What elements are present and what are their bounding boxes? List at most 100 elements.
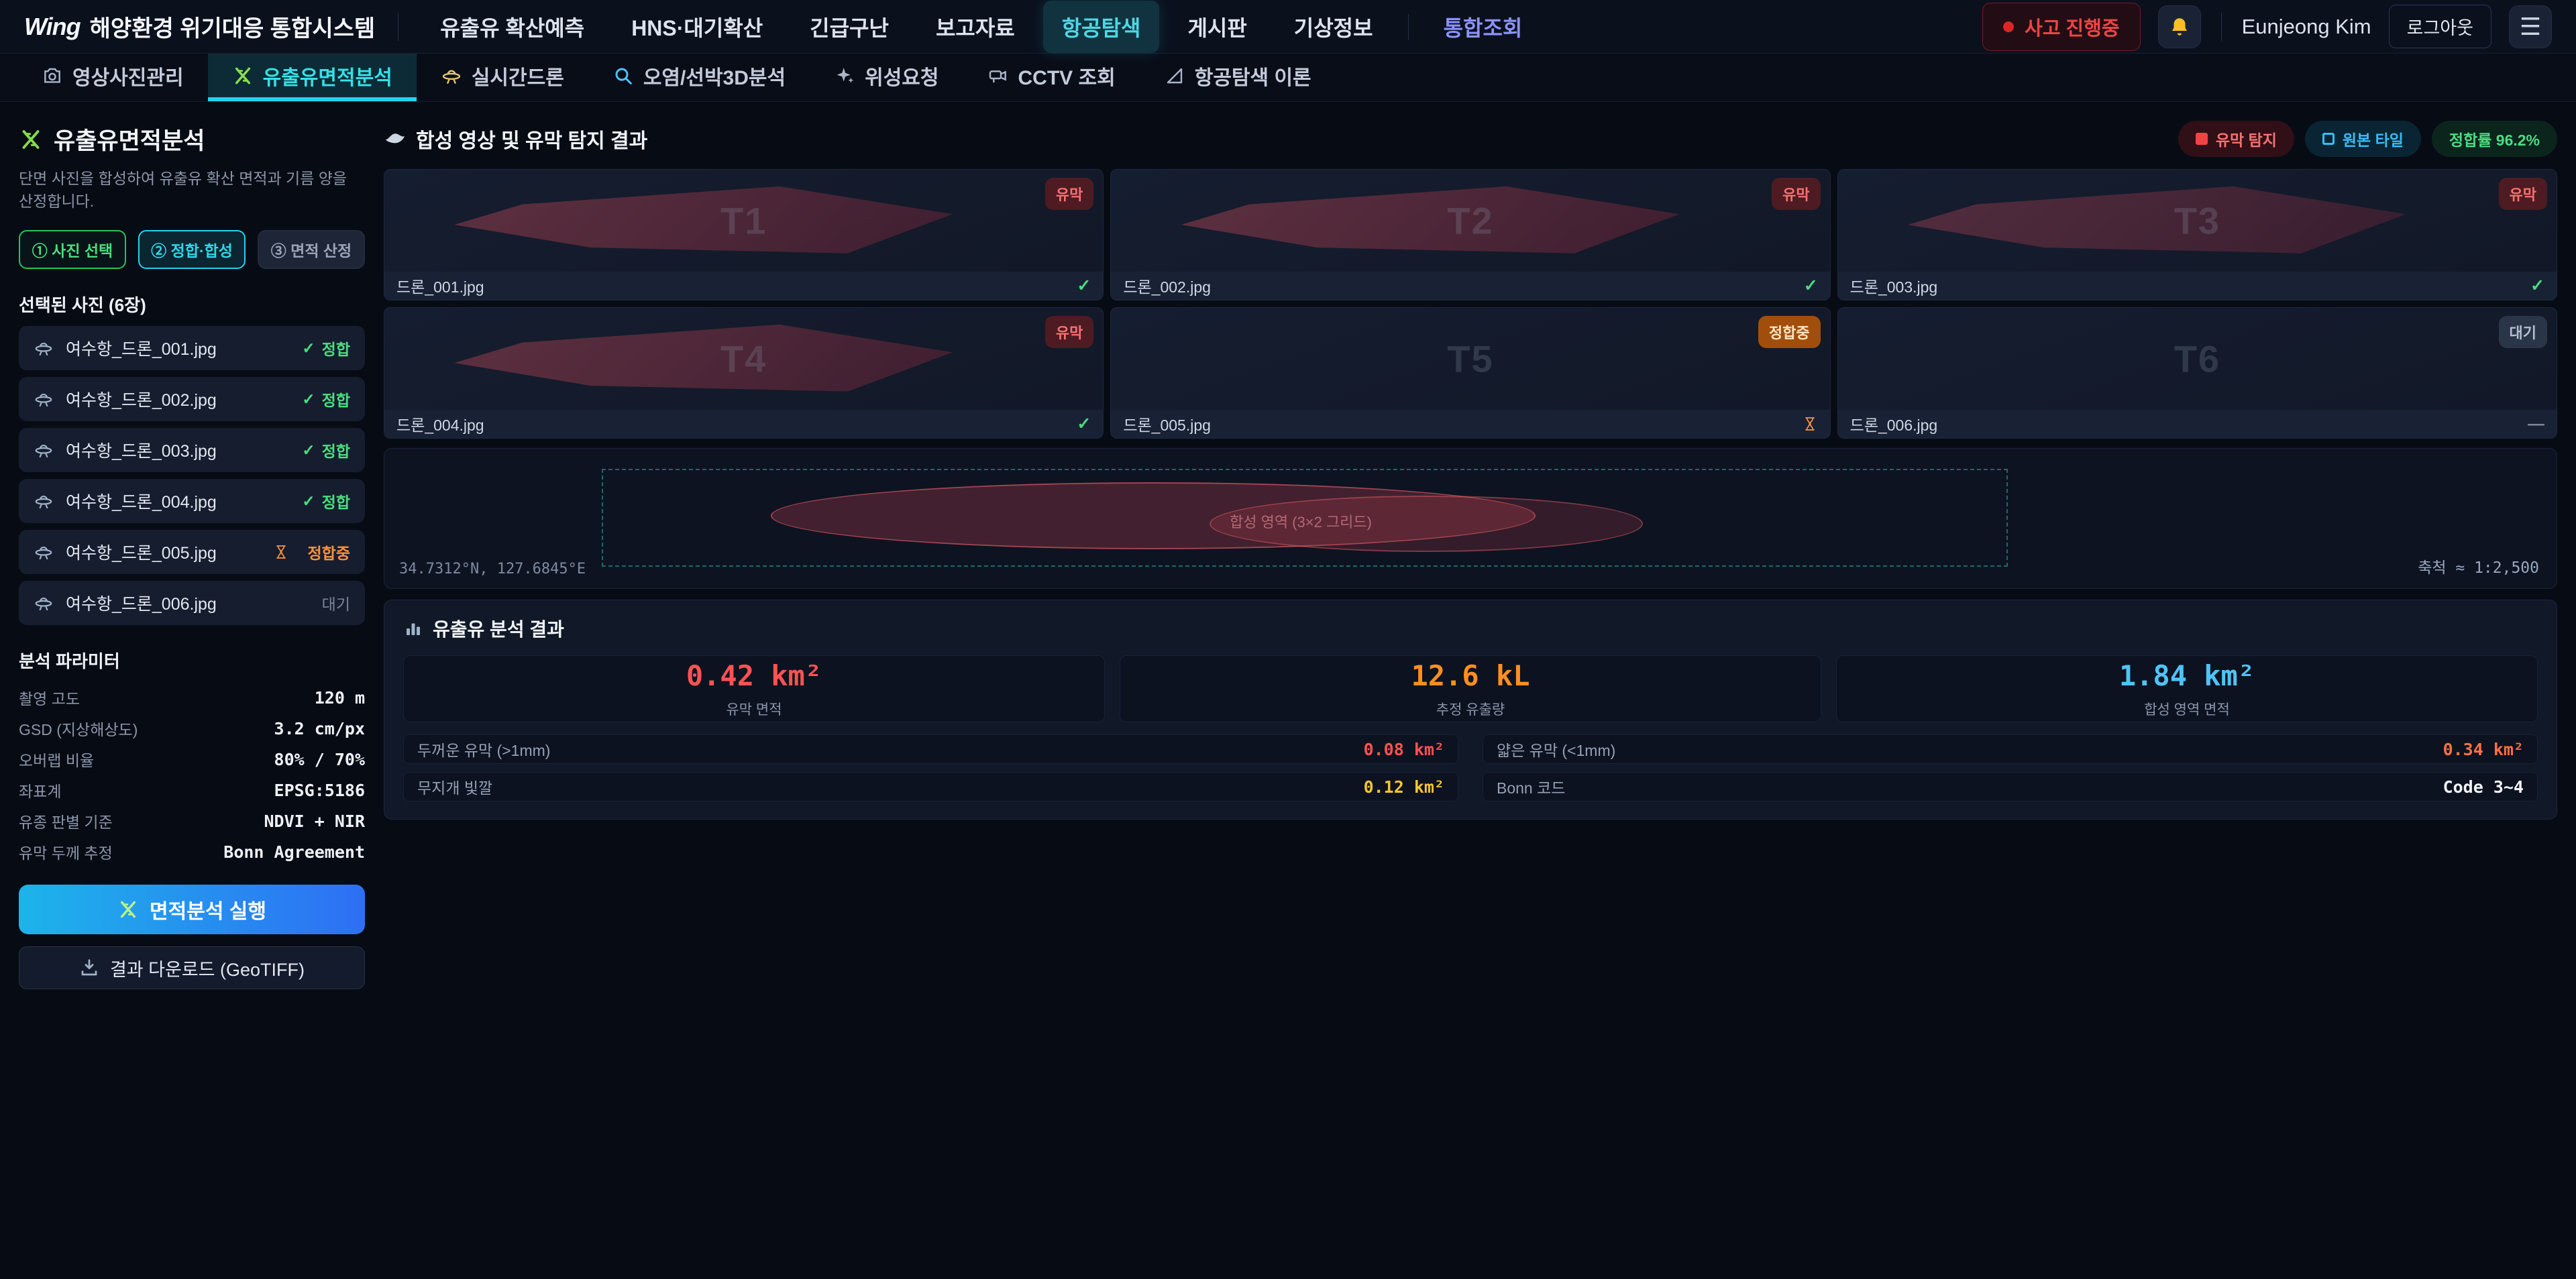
tile-footer: 드론_005.jpg: [1111, 410, 1830, 438]
main-menu: 유출유 확산예측 HNS·대기확산 긴급구난 보고자료 항공탐색 게시판 기상정…: [421, 0, 1541, 53]
photo-list-item[interactable]: 여수항_드론_004.jpg ✓ 정합: [19, 479, 365, 523]
photo-name: 여수항_드론_004.jpg: [66, 493, 217, 512]
check-icon: ✓: [302, 339, 315, 357]
tile-t5[interactable]: T5 정합중 드론_005.jpg: [1110, 307, 1831, 439]
tab-label: 유출유면적분석: [262, 66, 392, 89]
row-label: Bonn 코드: [1497, 779, 1566, 797]
incident-label: 사고 진행중: [2025, 17, 2120, 40]
tile-footer: 드론_001.jpg ✓: [384, 272, 1104, 300]
logout-button[interactable]: 로그아웃: [2388, 5, 2491, 48]
nav-item-integrated-search[interactable]: 통합조회: [1443, 15, 1523, 40]
nav-item-hns[interactable]: HNS·대기확산: [631, 15, 763, 40]
badge-label: 정합률 96.2%: [2449, 131, 2540, 149]
hawk-icon: [384, 127, 407, 150]
dna-icon: [232, 65, 254, 87]
step-stitch[interactable]: ② 정합·합성: [138, 230, 246, 269]
menu-button[interactable]: ☰: [2509, 5, 2552, 48]
legend: 유막 탐지 원본 타일 정합률 96.2%: [2178, 121, 2557, 157]
filled-square-icon: [2195, 133, 2208, 145]
nav-item-board[interactable]: 게시판: [1187, 15, 1247, 40]
run-analysis-button[interactable]: 면적분석 실행: [19, 885, 365, 934]
download-icon: [79, 958, 99, 978]
oil-slick-polygon: [1907, 186, 2406, 254]
legend-oil-detection[interactable]: 유막 탐지: [2178, 121, 2294, 157]
tab-label: CCTV 조회: [1018, 66, 1116, 89]
camera-icon: [42, 65, 63, 87]
tile-id: T3: [2174, 199, 2221, 242]
tile-badge: 정합중: [1758, 316, 1821, 348]
coordinates-readout: 34.7312°N, 127.6845°E: [399, 561, 586, 577]
download-results-button[interactable]: 결과 다운로드 (GeoTIFF): [19, 946, 365, 989]
tile-t1[interactable]: T1 유막 드론_001.jpg ✓: [384, 169, 1104, 300]
check-icon: ✓: [1077, 414, 1091, 433]
cctv-icon: [987, 65, 1009, 87]
results-panel: 유출유 분석 결과 0.42 km² 유막 면적 12.6 kL 추정 유출량 …: [384, 600, 2557, 820]
tile-t2[interactable]: T2 유막 드론_002.jpg ✓: [1110, 169, 1831, 300]
tile-footer: 드론_002.jpg ✓: [1111, 272, 1830, 300]
tab-satellite-request[interactable]: 위성요청: [810, 54, 963, 101]
composite-area-label: 합성 영역 (3×2 그리드): [1230, 514, 1372, 531]
row-label: 얇은 유막 (<1mm): [1497, 742, 1616, 759]
photo-status: ✓ 정합: [302, 490, 350, 512]
nav-item-aerial-search[interactable]: 항공탐색: [1042, 0, 1160, 53]
tile-badge: 유막: [1044, 178, 1094, 210]
topnav-right: 사고 진행중 Eunjeong Kim 로그아웃 ☰: [1982, 2, 2552, 51]
nav-item-weather[interactable]: 기상정보: [1293, 15, 1373, 40]
tab-aerial-theory[interactable]: 항공탐색 이론: [1140, 54, 1336, 101]
tab-cctv[interactable]: CCTV 조회: [963, 54, 1140, 101]
notifications-button[interactable]: [2157, 5, 2201, 48]
tile-image: T4 유막: [384, 308, 1104, 410]
tile-image: T6 대기: [1837, 308, 2557, 410]
photo-list-item[interactable]: 여수항_드론_005.jpg 정합중: [19, 530, 365, 574]
content-area: 유출유면적분석 단면 사진을 합성하여 유출유 확산 면적과 기름 양을 산정합…: [0, 102, 2576, 1007]
divider: [2220, 12, 2222, 41]
step-area-calc[interactable]: ③ 면적 산정: [258, 230, 365, 269]
summary-cards: 0.42 km² 유막 면적 12.6 kL 추정 유출량 1.84 km² 합…: [403, 655, 2538, 722]
tab-oil-area-analysis[interactable]: 유출유면적분석: [207, 54, 417, 101]
photo-status: ✓ 정합: [302, 439, 350, 461]
nav-item-spill-forecast[interactable]: 유출유 확산예측: [440, 15, 585, 40]
photo-name: 여수항_드론_002.jpg: [66, 391, 217, 410]
detail-rows: 두꺼운 유막 (>1mm) 0.08 km² 얇은 유막 (<1mm) 0.34…: [403, 734, 2538, 801]
tile-t4[interactable]: T4 유막 드론_004.jpg ✓: [384, 307, 1104, 439]
main-panel: 합성 영상 및 유막 탐지 결과 유막 탐지 원본 타일 정합률 96.2%: [384, 119, 2557, 989]
step-select-photos[interactable]: ① 사진 선택: [19, 230, 126, 269]
photo-list-item[interactable]: 여수항_드론_001.jpg ✓ 정합: [19, 326, 365, 370]
photo-list-item[interactable]: 여수항_드론_003.jpg ✓ 정합: [19, 428, 365, 472]
tile-id: T4: [720, 337, 767, 380]
status-label: 정합: [321, 494, 350, 511]
tile-t6[interactable]: T6 대기 드론_006.jpg —: [1837, 307, 2557, 439]
card-label: 합성 영역 면적: [2144, 702, 2230, 718]
nav-item-rescue[interactable]: 긴급구난: [810, 15, 889, 40]
legend-original-tiles[interactable]: 원본 타일: [2304, 121, 2421, 157]
results-header-row: 유출유 분석 결과: [403, 615, 2538, 642]
nav-item-reports[interactable]: 보고자료: [935, 15, 1015, 40]
photo-name: 여수항_드론_001.jpg: [66, 340, 217, 359]
sidebar-title-row: 유출유면적분석: [19, 122, 365, 156]
card-spill-volume: 12.6 kL 추정 유출량: [1120, 655, 1821, 722]
tab-photo-management[interactable]: 영상사진관리: [17, 54, 208, 101]
param-value: EPSG:5186: [274, 780, 365, 800]
drone-icon: [34, 593, 54, 613]
step-buttons: ① 사진 선택 ② 정합·합성 ③ 면적 산정: [19, 230, 365, 269]
app-title: 해양환경 위기대응 통합시스템: [89, 16, 376, 42]
tile-id: T2: [1447, 199, 1494, 242]
hourglass-icon: [1802, 416, 1818, 432]
drone-icon: [34, 440, 54, 460]
incident-dot-icon: [2003, 21, 2015, 32]
param-label: GSD (지상해상도): [19, 721, 138, 738]
tile-t3[interactable]: T3 유막 드론_003.jpg ✓: [1837, 169, 2557, 300]
oil-slick-polygon: [454, 186, 953, 254]
drone-icon: [34, 542, 54, 562]
tab-realtime-drone[interactable]: 실시간드론: [417, 54, 588, 101]
tab-pollution-3d[interactable]: 오염/선박3D분석: [588, 54, 810, 101]
row-value: 0.34 km²: [2443, 739, 2524, 759]
scale-readout: 축척 ≈ 1:2,500: [2418, 559, 2539, 577]
photo-list-item[interactable]: 여수항_드론_002.jpg ✓ 정합: [19, 377, 365, 421]
card-value: 1.84 km²: [2118, 659, 2255, 692]
photo-list-item[interactable]: 여수항_드론_006.jpg 대기: [19, 581, 365, 625]
tile-badge: 유막: [1772, 178, 1821, 210]
param-row-gsd: GSD (지상해상도) 3.2 cm/px: [19, 713, 365, 744]
status-label: 정합: [321, 341, 350, 358]
status-label: 대기: [321, 596, 350, 613]
